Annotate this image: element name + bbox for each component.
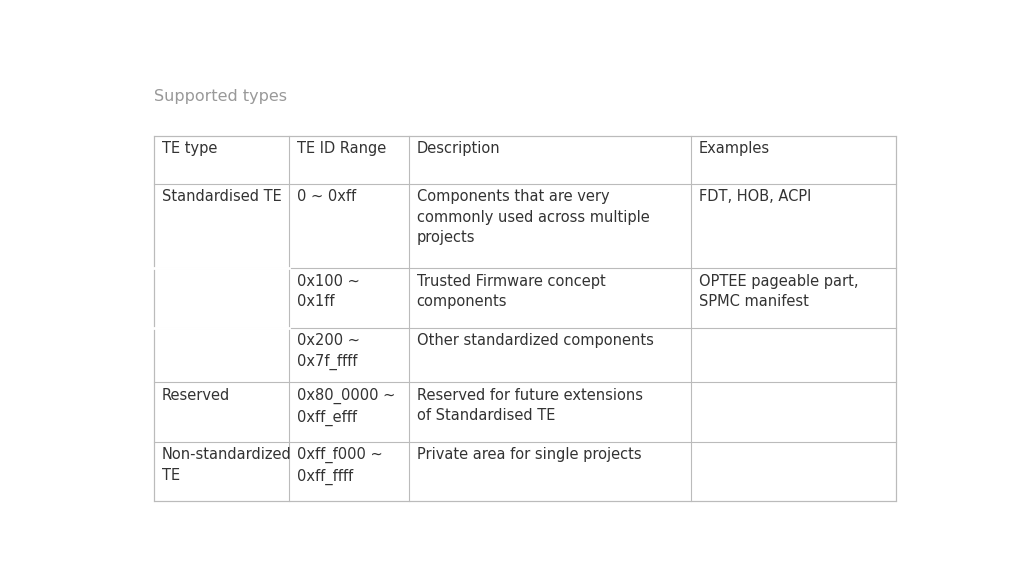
Text: Supported types: Supported types <box>154 89 287 104</box>
Text: OPTEE pageable part,
SPMC manifest: OPTEE pageable part, SPMC manifest <box>699 274 858 309</box>
Bar <box>154 136 896 501</box>
Text: 0x100 ~
0x1ff: 0x100 ~ 0x1ff <box>297 274 360 309</box>
Text: Description: Description <box>417 141 500 156</box>
Text: Other standardized components: Other standardized components <box>417 333 653 348</box>
Text: Components that are very
commonly used across multiple
projects: Components that are very commonly used a… <box>417 189 649 245</box>
Text: 0x200 ~
0x7f_ffff: 0x200 ~ 0x7f_ffff <box>297 333 360 370</box>
Text: 0xff_f000 ~
0xff_ffff: 0xff_f000 ~ 0xff_ffff <box>297 447 382 485</box>
Text: TE type: TE type <box>162 141 217 156</box>
Text: 0x80_0000 ~
0xff_efff: 0x80_0000 ~ 0xff_efff <box>297 388 395 425</box>
Text: TE ID Range: TE ID Range <box>297 141 386 156</box>
Text: Non-standardized
TE: Non-standardized TE <box>162 447 291 483</box>
Text: 0 ~ 0xff: 0 ~ 0xff <box>297 189 356 204</box>
Text: Private area for single projects: Private area for single projects <box>417 447 641 462</box>
Text: Reserved for future extensions
of Standardised TE: Reserved for future extensions of Standa… <box>417 388 643 423</box>
Text: Reserved: Reserved <box>162 388 229 403</box>
Text: Trusted Firmware concept
components: Trusted Firmware concept components <box>417 274 606 309</box>
Text: Standardised TE: Standardised TE <box>162 189 281 204</box>
Text: FDT, HOB, ACPI: FDT, HOB, ACPI <box>699 189 811 204</box>
Text: Examples: Examples <box>699 141 770 156</box>
